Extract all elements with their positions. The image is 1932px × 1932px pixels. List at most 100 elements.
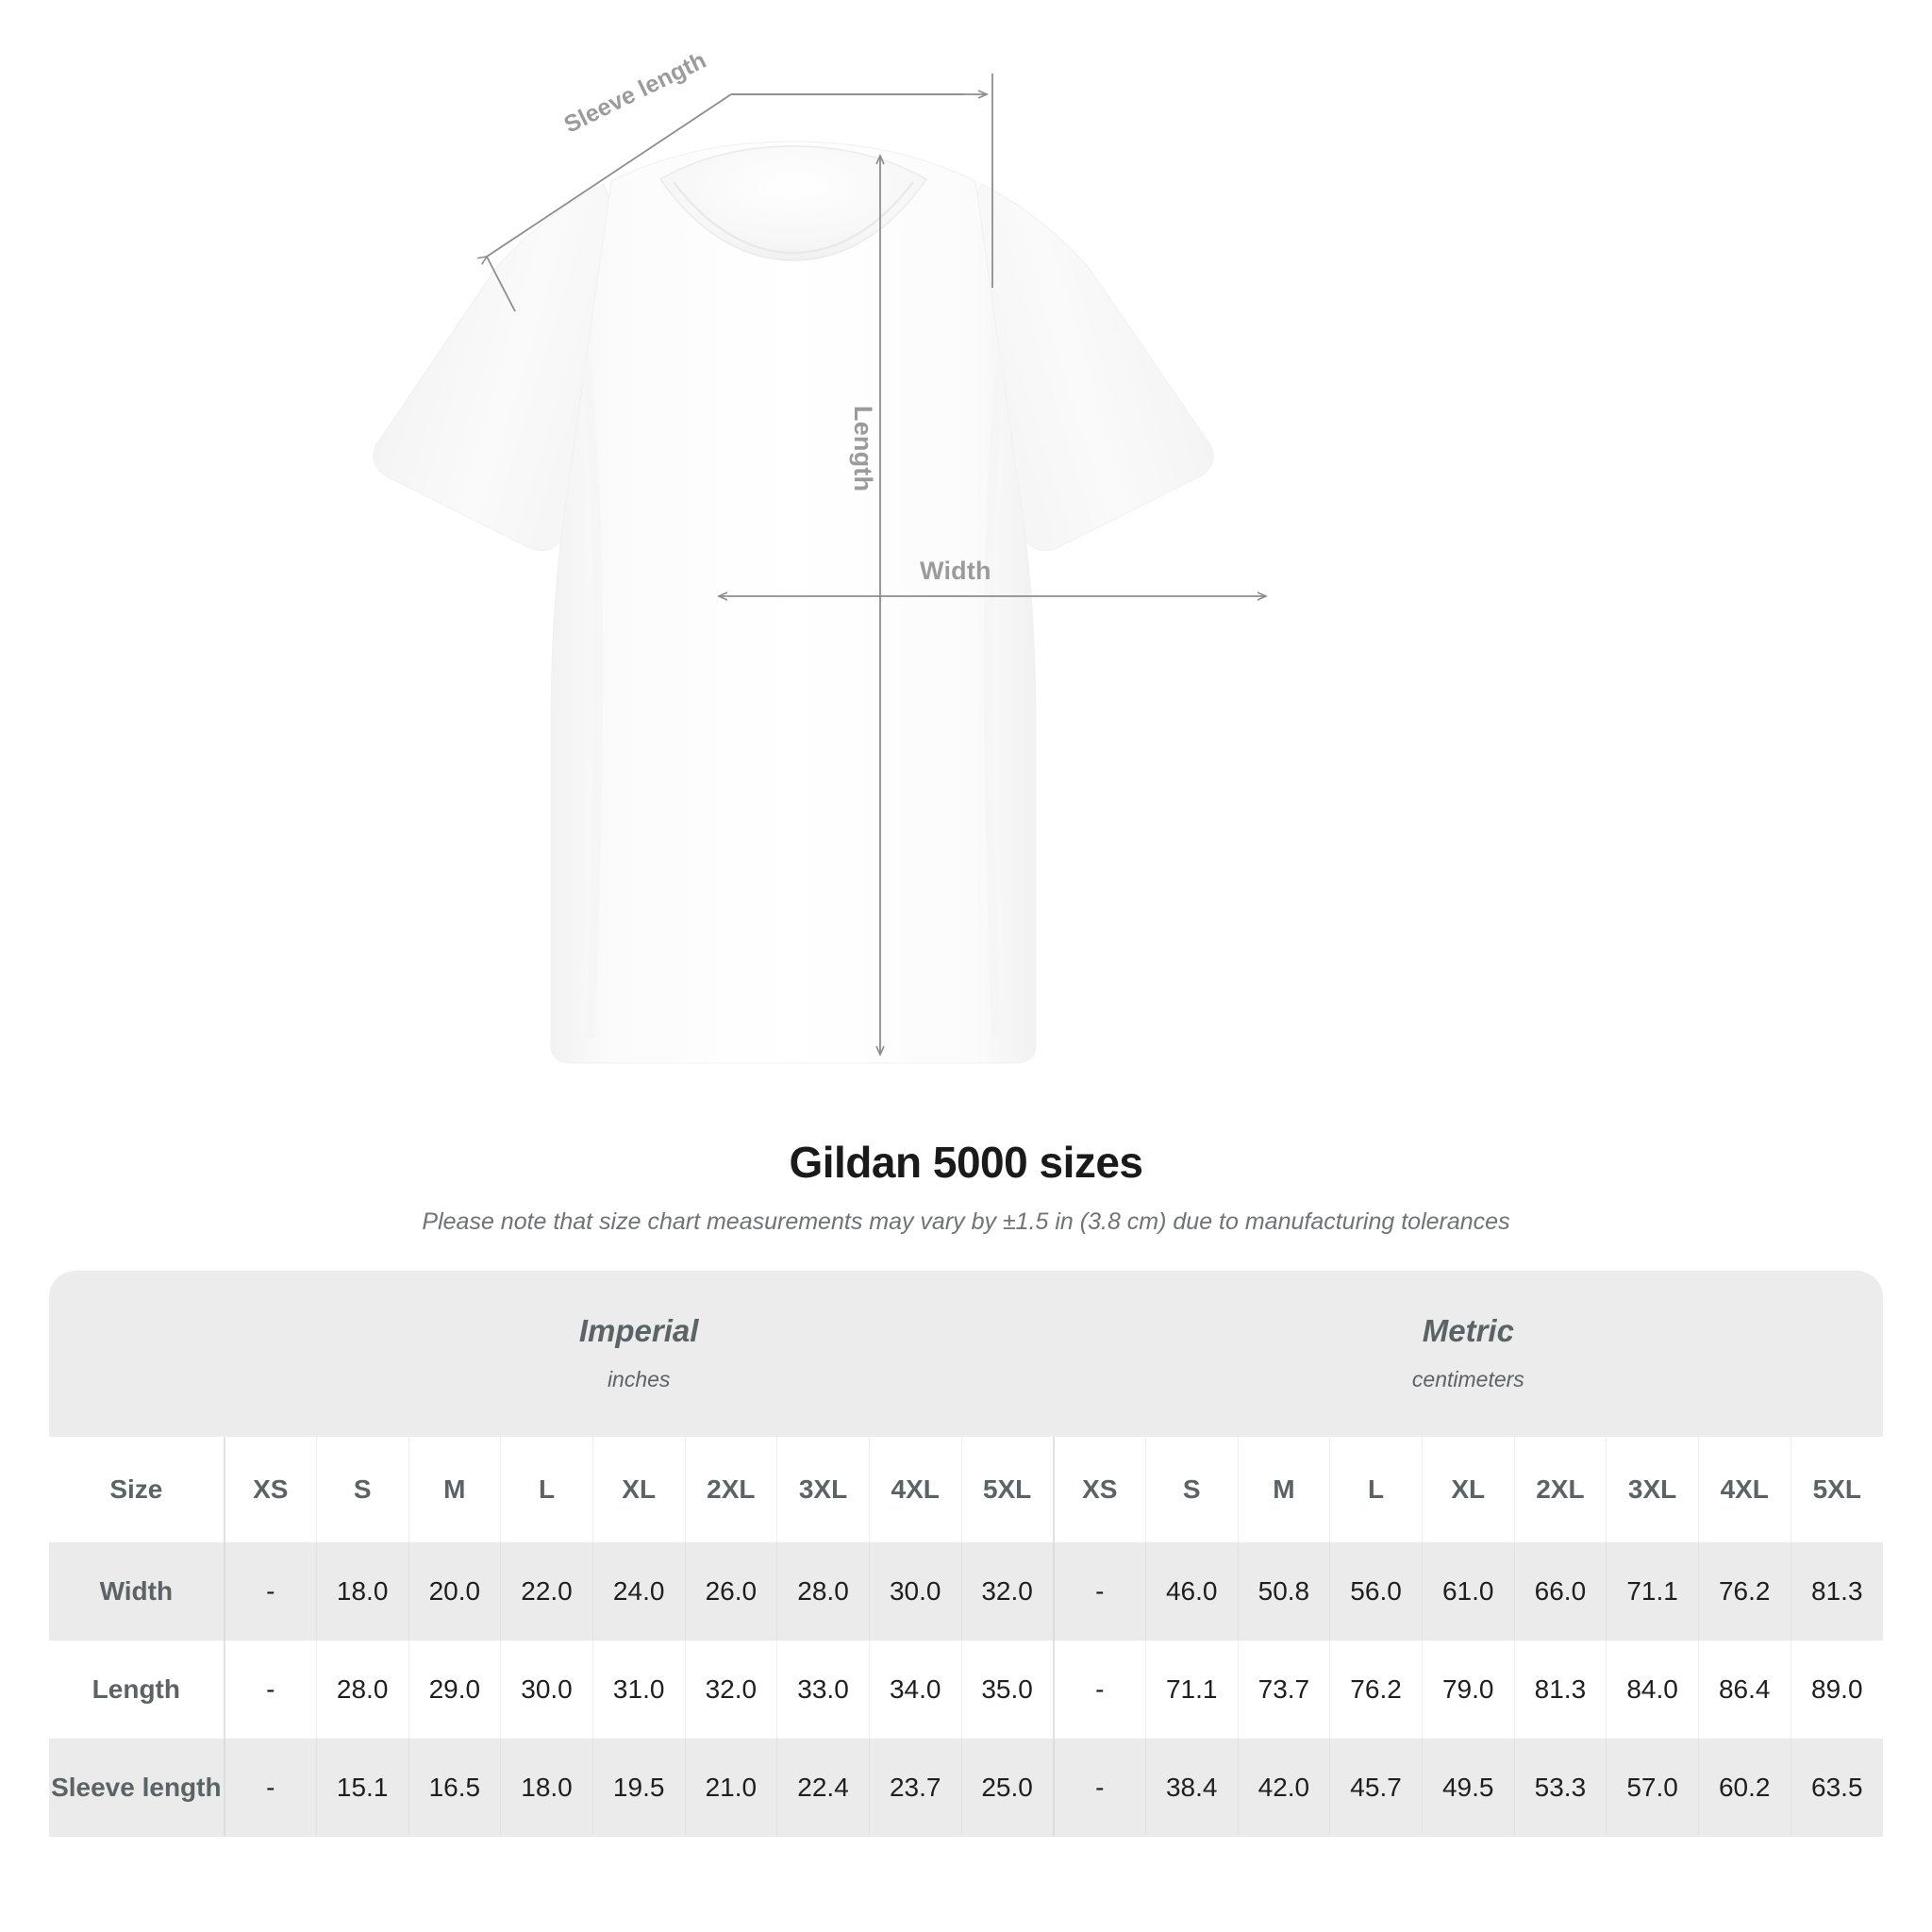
size-header-metric-s: S xyxy=(1144,1437,1239,1542)
cell-sleeve-length-imperial-4xl: 23.7 xyxy=(868,1739,962,1837)
size-header-metric-xs: XS xyxy=(1052,1437,1146,1542)
table-row: Width -18.0 20.0 22.0 24.0 26.0 28.0 30.0 32.0-4… xyxy=(49,1542,1883,1641)
cell-sleeve-length-imperial-5xl: 25.0 xyxy=(960,1739,1054,1837)
size-header-metric-xl: XL xyxy=(1421,1437,1515,1542)
cell-sleeve-length-imperial-2xl: 21.0 xyxy=(684,1739,777,1837)
cell-length-imperial-5xl: 35.0 xyxy=(960,1641,1054,1739)
size-header-imperial-l: L xyxy=(500,1437,593,1542)
size-header-imperial-m: M xyxy=(408,1437,501,1542)
cell-sleeve-length-imperial-xs: - xyxy=(223,1739,317,1837)
cell-length-metric-m: 73.7 xyxy=(1237,1641,1330,1739)
cell-width-metric-3xl: 71.1 xyxy=(1606,1542,1699,1641)
cell-width-imperial-m: 20.0 xyxy=(408,1542,501,1641)
cell-sleeve-length-metric-3xl: 57.0 xyxy=(1606,1739,1699,1837)
cell-length-imperial-l: 30.0 xyxy=(500,1641,593,1739)
size-header-metric-5xl: 5XL xyxy=(1790,1437,1883,1542)
cell-width-imperial-xs: - xyxy=(223,1542,317,1641)
cell-length-imperial-m: 29.0 xyxy=(408,1641,501,1739)
tshirt-shape xyxy=(373,141,1214,1064)
cell-length-metric-xs: - xyxy=(1052,1641,1146,1739)
measurement-guides xyxy=(477,74,1268,1057)
cell-length-metric-s: 71.1 xyxy=(1144,1641,1239,1739)
cell-length-imperial-2xl: 32.0 xyxy=(684,1641,777,1739)
cell-width-metric-4xl: 76.2 xyxy=(1697,1542,1791,1641)
size-header-metric-3xl: 3XL xyxy=(1606,1437,1699,1542)
tshirt-illustration: Sleeve length Length Width xyxy=(373,47,1268,1064)
cell-length-metric-4xl: 86.4 xyxy=(1697,1641,1791,1739)
size-header-imperial-xl: XL xyxy=(591,1437,686,1542)
unit-name-imperial: Imperial xyxy=(578,1313,699,1348)
cell-sleeve-length-metric-l: 45.7 xyxy=(1329,1739,1423,1837)
cell-width-metric-m: 50.8 xyxy=(1237,1542,1330,1641)
cell-sleeve-length-imperial-xl: 19.5 xyxy=(591,1739,686,1837)
row-label-length: Length xyxy=(49,1641,225,1739)
cell-sleeve-length-imperial-m: 16.5 xyxy=(408,1739,501,1837)
cell-sleeve-length-imperial-3xl: 22.4 xyxy=(776,1739,870,1837)
table-row: Sleeve length -15.1 16.5 18.0 19.5 21.0 22.4 23… xyxy=(49,1739,1883,1837)
row-label-width: Width xyxy=(49,1542,225,1641)
cell-length-imperial-xs: - xyxy=(223,1641,317,1739)
size-table-wrapper: Imperial inches Metric centimeters Size X… xyxy=(49,1271,1883,1837)
cell-width-imperial-4xl: 30.0 xyxy=(868,1542,962,1641)
width-label: Width xyxy=(920,557,991,585)
cell-length-imperial-3xl: 33.0 xyxy=(776,1641,870,1739)
cell-width-imperial-2xl: 26.0 xyxy=(684,1542,777,1641)
cell-length-imperial-xl: 31.0 xyxy=(591,1641,686,1739)
size-header-metric-m: M xyxy=(1237,1437,1330,1542)
cell-width-metric-5xl: 81.3 xyxy=(1790,1542,1883,1641)
cell-width-imperial-l: 22.0 xyxy=(500,1542,593,1641)
unit-name-metric: Metric xyxy=(1422,1313,1514,1348)
cell-width-metric-xl: 61.0 xyxy=(1421,1542,1515,1641)
cell-sleeve-length-imperial-s: 15.1 xyxy=(315,1739,408,1837)
cell-width-metric-l: 56.0 xyxy=(1329,1542,1423,1641)
cell-width-imperial-5xl: 32.0 xyxy=(960,1542,1054,1641)
cell-sleeve-length-imperial-l: 18.0 xyxy=(500,1739,593,1837)
size-header-imperial-s: S xyxy=(315,1437,408,1542)
tshirt-svg xyxy=(373,74,1268,1064)
cell-sleeve-length-metric-m: 42.0 xyxy=(1237,1739,1330,1837)
cell-width-imperial-3xl: 28.0 xyxy=(776,1542,870,1641)
size-header-imperial-xs: XS xyxy=(223,1437,317,1542)
cell-width-metric-s: 46.0 xyxy=(1144,1542,1239,1641)
size-header-metric-l: L xyxy=(1329,1437,1423,1542)
size-header-imperial-3xl: 3XL xyxy=(776,1437,870,1542)
cell-sleeve-length-metric-xs: - xyxy=(1052,1739,1146,1837)
cell-length-metric-3xl: 84.0 xyxy=(1606,1641,1699,1739)
unit-sub-metric: centimeters xyxy=(1411,1367,1524,1391)
sleeve-bottom-tick xyxy=(486,256,516,312)
size-header-row: Size XS S M L XL 2XL 3XL 4XL 5XL XS S M L XL 2XL 3XL 4XL 5… xyxy=(49,1437,1883,1542)
cell-length-metric-xl: 79.0 xyxy=(1421,1641,1515,1739)
cell-sleeve-length-metric-xl: 49.5 xyxy=(1421,1739,1515,1837)
cell-sleeve-length-metric-2xl: 53.3 xyxy=(1513,1739,1607,1837)
page-title: Gildan 5000 sizes xyxy=(789,1138,1143,1187)
unit-header-imperial: Imperial inches xyxy=(224,1271,1054,1437)
size-row-label: Size xyxy=(49,1437,225,1542)
size-header-metric-2xl: 2XL xyxy=(1513,1437,1607,1542)
cell-length-metric-l: 76.2 xyxy=(1329,1641,1423,1739)
size-header-imperial-5xl: 5XL xyxy=(960,1437,1054,1542)
size-header-imperial-2xl: 2XL xyxy=(684,1437,777,1542)
cell-length-imperial-4xl: 34.0 xyxy=(868,1641,962,1739)
unit-header-metric: Metric centimeters xyxy=(1053,1271,1883,1437)
cell-width-metric-xs: - xyxy=(1052,1542,1146,1641)
cell-width-imperial-xl: 24.0 xyxy=(591,1542,686,1641)
cell-length-imperial-s: 28.0 xyxy=(315,1641,408,1739)
table-row: Length -28.0 29.0 30.0 31.0 32.0 33.0 34.0 35.0-… xyxy=(49,1641,1883,1739)
cell-sleeve-length-metric-4xl: 60.2 xyxy=(1697,1739,1791,1837)
unit-sub-imperial: inches xyxy=(607,1367,671,1391)
cell-sleeve-length-metric-s: 38.4 xyxy=(1144,1739,1239,1837)
cell-length-metric-5xl: 89.0 xyxy=(1790,1641,1883,1739)
title-block: Gildan 5000 sizes Please note that size … xyxy=(0,1137,1932,1236)
unit-header-row: Imperial inches Metric centimeters xyxy=(49,1271,1883,1437)
sleeve-length-arrow xyxy=(477,93,732,265)
page-subtitle: Please note that size chart measurements… xyxy=(422,1208,1510,1235)
cell-width-metric-2xl: 66.0 xyxy=(1513,1542,1607,1641)
unit-header-spacer xyxy=(49,1271,225,1437)
cell-length-metric-2xl: 81.3 xyxy=(1513,1641,1607,1739)
size-header-imperial-4xl: 4XL xyxy=(868,1437,962,1542)
row-label-sleeve-length: Sleeve length xyxy=(49,1739,225,1837)
cell-width-imperial-s: 18.0 xyxy=(315,1542,408,1641)
length-label: Length xyxy=(849,406,877,492)
cell-sleeve-length-metric-5xl: 63.5 xyxy=(1790,1739,1883,1837)
